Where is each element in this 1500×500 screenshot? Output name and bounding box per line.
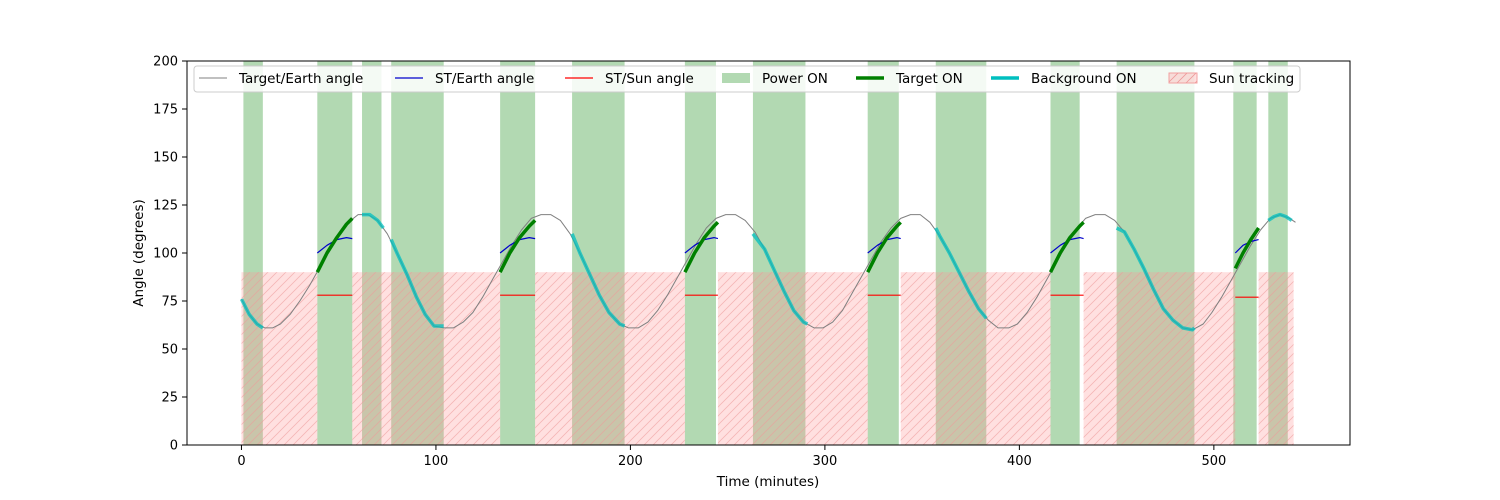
legend-item-st-earth-angle: ST/Earth angle [395, 71, 534, 87]
legend-label-power-on: Power ON [762, 71, 828, 87]
legend-label-target-earth-angle: Target/Earth angle [238, 71, 363, 87]
legend-label-target-on: Target ON [895, 71, 963, 87]
background-on-segment-2 [389, 238, 444, 328]
x-tick-label: 200 [618, 454, 643, 469]
x-axis-title: Time (minutes) [716, 474, 820, 490]
y-tick-label: 75 [161, 295, 178, 310]
y-tick-label: 50 [161, 343, 178, 358]
target-on-segment-3 [866, 221, 902, 273]
power-on-span-6 [684, 61, 716, 445]
legend-item-target-earth-angle: Target/Earth angle [199, 71, 363, 87]
legend-box [193, 65, 1301, 93]
y-tick-label: 100 [153, 247, 178, 262]
legend-item-st-sun-angle: ST/Sun angle [565, 71, 694, 87]
background-on-segment-7 [1267, 212, 1293, 222]
sun-tracking-hatch-4 [900, 272, 1051, 445]
power-on-span-4 [500, 61, 536, 445]
legend-swatch-power-on [722, 73, 750, 83]
legend-label-st-sun-angle: ST/Sun angle [605, 71, 694, 87]
legend-label-st-earth-angle: ST/Earth angle [435, 71, 534, 87]
y-tick-label: 200 [153, 55, 178, 70]
y-tick-label: 150 [153, 151, 178, 166]
legend-label-sun-tracking: Sun tracking [1209, 71, 1294, 87]
legend-item-background-on: Background ON [991, 71, 1137, 87]
power-on-span-8 [867, 61, 899, 445]
legend-label-background-on: Background ON [1031, 71, 1137, 87]
target-on-segment-0 [315, 217, 354, 273]
shaded-spans [241, 61, 1294, 445]
y-tick-label: 125 [153, 199, 178, 214]
power-on-span-10 [1050, 61, 1080, 445]
sun-tracking-hatch-2 [535, 272, 685, 445]
sun-tracking-hatch-3 [717, 272, 868, 445]
y-tick-label: 0 [170, 439, 178, 454]
background-on-segment-4 [751, 232, 809, 326]
series-lines [239, 212, 1296, 332]
x-tick-label: 0 [237, 454, 245, 469]
background-on-segment-1 [362, 212, 385, 230]
legend-hatch-sun-tracking [1169, 73, 1197, 83]
target-on-segment-4 [1048, 221, 1085, 273]
target-on-segment-1 [498, 219, 537, 273]
x-tick-label: 100 [424, 454, 449, 469]
y-tick-label: 175 [153, 103, 178, 118]
sun-tracking-hatch-1 [352, 272, 501, 445]
background-on-segment-6 [1115, 226, 1196, 332]
axes: 0 100 200 300 400 500 0 25 50 75 100 125 150 175 200 [153, 55, 1226, 470]
target-on-segment-5 [1233, 227, 1261, 270]
x-tick-label: 400 [1007, 454, 1032, 469]
sun-tracking-hatch-6 [1258, 272, 1294, 445]
legend-item-target-on: Target ON [856, 71, 963, 87]
background-on-segment-3 [570, 233, 626, 328]
power-on-span-1 [317, 61, 353, 445]
y-tick-label: 25 [161, 391, 178, 406]
legend-item-sun-tracking: Sun tracking [1168, 71, 1294, 87]
x-tick-label: 500 [1201, 454, 1226, 469]
legend-item-power-on: Power ON [722, 71, 828, 87]
background-on-segment-5 [934, 227, 988, 320]
x-tick-label: 300 [812, 454, 837, 469]
target-on-segment-2 [683, 221, 720, 273]
background-on-segment-0 [239, 298, 264, 330]
sun-tracking-hatch-0 [241, 272, 318, 445]
y-axis-title: Angle (degrees) [131, 199, 147, 307]
legend: Target/Earth angle ST/Earth angle ST/Sun a… [193, 65, 1301, 93]
